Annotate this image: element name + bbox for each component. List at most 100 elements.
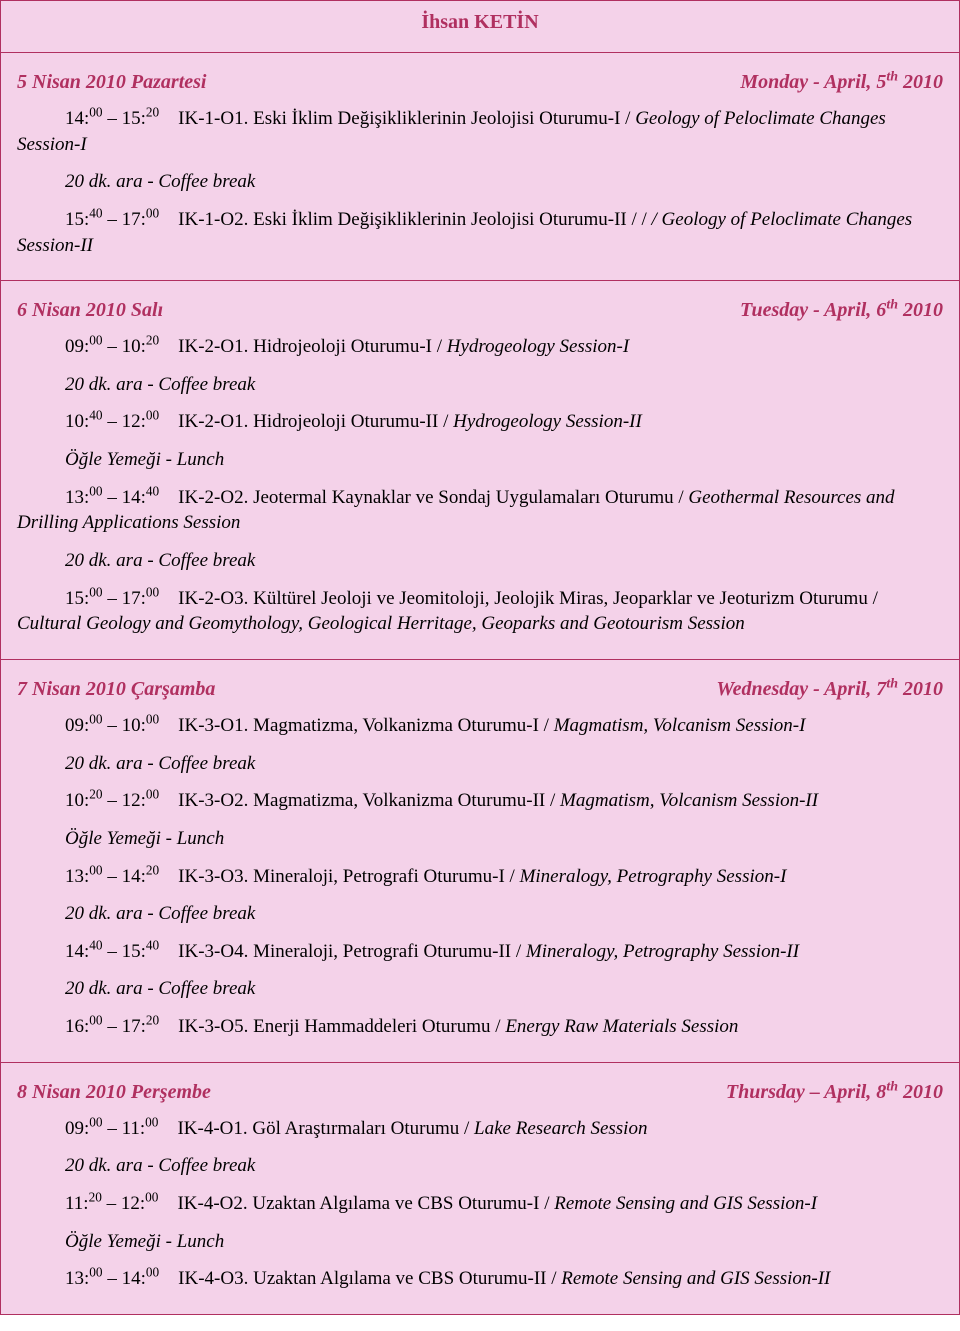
hall-title: İhsan KETİN	[1, 1, 959, 53]
session-title-en: Hydrogeology Session-I	[447, 336, 629, 357]
time: 15:40	[65, 209, 103, 230]
day-block: 6 Nisan 2010 Salı Tuesday - April, 6th 20…	[1, 281, 959, 660]
time: 14:00	[122, 1268, 160, 1289]
session-code: IK-1-O2.	[178, 209, 248, 230]
session-entry: 13:00 – 14:20 IK-3-O3. Mineraloji, Petro…	[65, 864, 943, 890]
time: 14:00	[65, 108, 103, 129]
session-title-en: Mineralogy, Petrography Session-II	[526, 941, 799, 962]
time: 15:40	[122, 941, 160, 962]
day-date-en: Wednesday - April, 7th 2010	[716, 676, 943, 703]
session-code: IK-3-O1.	[178, 715, 248, 736]
day-header: 6 Nisan 2010 Salı Tuesday - April, 6th 20…	[17, 297, 943, 324]
day-header: 7 Nisan 2010 Çarşamba Wednesday - April, …	[17, 676, 943, 703]
session-title-en: Remote Sensing and GIS Session-II	[561, 1268, 830, 1289]
session-entry: 09:00 – 10:00 IK-3-O1. Magmatizma, Volka…	[65, 713, 943, 739]
session-title-tr: Hidrojeoloji Oturumu-II	[253, 411, 438, 432]
session-code: IK-4-O1.	[177, 1118, 247, 1139]
session-code: IK-2-O1.	[178, 411, 248, 432]
day-date-en: Thursday – April, 8th 2010	[726, 1079, 943, 1106]
day-date-tr: 7 Nisan 2010 Çarşamba	[17, 676, 215, 703]
days-container: 5 Nisan 2010 Pazartesi Monday - April, 5t…	[1, 53, 959, 1314]
session-code: IK-2-O1.	[178, 336, 248, 357]
coffee-break: 20 dk. ara - Coffee break	[65, 169, 943, 195]
session-title-tr: Uzaktan Algılama ve CBS Oturumu-I	[252, 1193, 539, 1214]
session-title-en: Magmatism, Volcanism Session-II	[560, 790, 818, 811]
time: 15:20	[122, 108, 160, 129]
session-title-en: Magmatism, Volcanism Session-I	[554, 715, 806, 736]
time: 10:20	[122, 336, 160, 357]
session-entry: 13:00 – 14:00 IK-4-O3. Uzaktan Algılama …	[65, 1266, 943, 1292]
time: 15:00	[65, 588, 103, 609]
session-entry: 14:40 – 15:40 IK-3-O4. Mineraloji, Petro…	[65, 939, 943, 965]
session-entry: 09:00 – 11:00 IK-4-O1. Göl Araştırmaları…	[65, 1116, 943, 1142]
session-title-en: Remote Sensing and GIS Session-I	[554, 1193, 817, 1214]
time: 09:00	[65, 715, 103, 736]
time: 12:00	[121, 1193, 159, 1214]
lunch-break: Öğle Yemeği - Lunch	[65, 447, 943, 473]
day-date-tr: 5 Nisan 2010 Pazartesi	[17, 69, 206, 96]
time: 10:20	[65, 790, 103, 811]
session-title-tr: Kültürel Jeoloji ve Jeomitoloji, Jeoloji…	[253, 588, 868, 609]
time: 09:00	[65, 1118, 103, 1139]
time: 13:00	[65, 487, 103, 508]
session-code: IK-3-O4.	[178, 941, 248, 962]
time: 17:00	[122, 209, 160, 230]
session-code: IK-3-O5.	[178, 1016, 248, 1037]
session-code: IK-4-O2.	[177, 1193, 247, 1214]
schedule-table: İhsan KETİN 5 Nisan 2010 Pazartesi Monday…	[0, 0, 960, 1315]
session-code: IK-2-O2.	[178, 487, 248, 508]
coffee-break: 20 dk. ara - Coffee break	[65, 372, 943, 398]
time: 13:00	[65, 866, 103, 887]
time: 14:40	[65, 941, 103, 962]
day-block: 5 Nisan 2010 Pazartesi Monday - April, 5t…	[1, 53, 959, 281]
time: 12:00	[122, 411, 160, 432]
time: 13:00	[65, 1268, 103, 1289]
session-entry: 10:40 – 12:00 IK-2-O1. Hidrojeoloji Otur…	[65, 409, 943, 435]
coffee-break: 20 dk. ara - Coffee break	[65, 976, 943, 1002]
session-title-tr: Magmatizma, Volkanizma Oturumu-II	[253, 790, 545, 811]
session-title-tr: Uzaktan Algılama ve CBS Oturumu-II	[253, 1268, 546, 1289]
day-block: 8 Nisan 2010 PerşembeThursday – April, 8…	[1, 1063, 959, 1314]
session-title-tr: Eski İklim Değişikliklerinin Jeolojisi O…	[253, 108, 620, 129]
session-title-en: Hydrogeology Session-II	[453, 411, 642, 432]
session-title-en: Lake Research Session	[474, 1118, 647, 1139]
session-entry: 09:00 – 10:20 IK-2-O1. Hidrojeoloji Otur…	[65, 334, 943, 360]
time: 17:00	[122, 588, 160, 609]
coffee-break: 20 dk. ara - Coffee break	[65, 1153, 943, 1179]
day-header: 5 Nisan 2010 Pazartesi Monday - April, 5t…	[17, 69, 943, 96]
day-header: 8 Nisan 2010 PerşembeThursday – April, 8…	[17, 1079, 943, 1106]
session-code: IK-4-O3.	[178, 1268, 248, 1289]
session-title-en: Cultural Geology and Geomythology, Geolo…	[17, 613, 745, 634]
day-date-en: Tuesday - April, 6th 2010	[740, 297, 943, 324]
session-title-tr: Mineraloji, Petrografi Oturumu-II	[253, 941, 511, 962]
session-entry: 15:00 – 17:00 IK-2-O3. Kültürel Jeoloji …	[17, 586, 943, 637]
time: 14:40	[122, 487, 160, 508]
time: 16:00	[65, 1016, 103, 1037]
session-title-tr: Göl Araştırmaları Oturumu	[252, 1118, 459, 1139]
lunch-break: Öğle Yemeği - Lunch	[65, 1229, 943, 1255]
day-date-en: Monday - April, 5th 2010	[740, 69, 943, 96]
coffee-break: 20 dk. ara - Coffee break	[65, 548, 943, 574]
time: 11:00	[122, 1118, 159, 1139]
coffee-break: 20 dk. ara - Coffee break	[65, 901, 943, 927]
session-code: IK-1-O1.	[178, 108, 248, 129]
session-title-en: Mineralogy, Petrography Session-I	[520, 866, 787, 887]
session-entry: 14:00 – 15:20 IK-1-O1. Eski İklim Değişi…	[17, 106, 943, 157]
time: 10:00	[122, 715, 160, 736]
session-entry: 11:20 – 12:00 IK-4-O2. Uzaktan Algılama …	[65, 1191, 943, 1217]
session-title-tr: Eski İklim Değişikliklerinin Jeolojisi O…	[253, 209, 637, 230]
session-entry: 15:40 – 17:00 IK-1-O2. Eski İklim Değişi…	[17, 207, 943, 258]
session-title-tr: Mineraloji, Petrografi Oturumu-I	[253, 866, 505, 887]
lunch-break: Öğle Yemeği - Lunch	[65, 826, 943, 852]
coffee-break: 20 dk. ara - Coffee break	[65, 751, 943, 777]
session-code: IK-3-O3.	[178, 866, 248, 887]
session-entry: 10:20 – 12:00 IK-3-O2. Magmatizma, Volka…	[65, 788, 943, 814]
session-title-tr: Enerji Hammaddeleri Oturumu	[253, 1016, 490, 1037]
session-title-tr: Magmatizma, Volkanizma Oturumu-I	[253, 715, 539, 736]
time: 17:20	[122, 1016, 160, 1037]
time: 12:00	[122, 790, 160, 811]
time: 14:20	[122, 866, 160, 887]
day-date-tr: 6 Nisan 2010 Salı	[17, 297, 163, 324]
day-block: 7 Nisan 2010 Çarşamba Wednesday - April, …	[1, 660, 959, 1063]
session-title-tr: Hidrojeoloji Oturumu-I	[253, 336, 432, 357]
